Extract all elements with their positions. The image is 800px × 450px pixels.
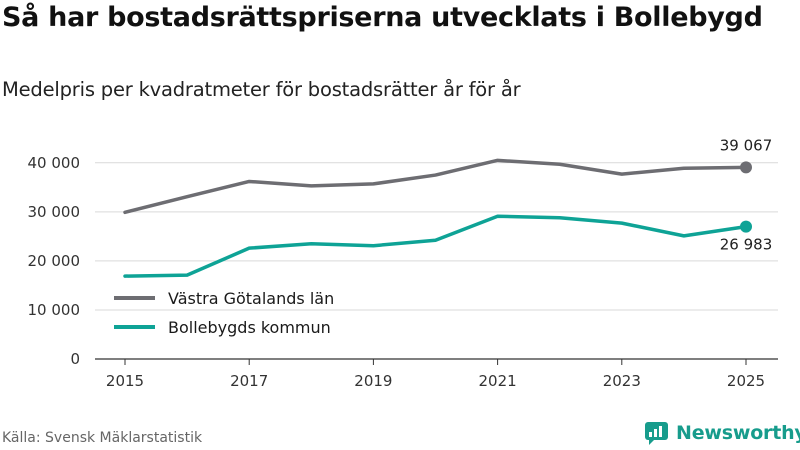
x-tick-label: 2021 bbox=[479, 372, 517, 390]
y-tick-label: 10 000 bbox=[28, 301, 81, 319]
series-end-marker bbox=[740, 161, 752, 174]
chart-subtitle: Medelpris per kvadratmeter för bostadsrä… bbox=[2, 78, 521, 101]
x-tick-label: 2017 bbox=[230, 372, 268, 390]
y-tick-label: 20 000 bbox=[28, 252, 81, 270]
line-chart: 0 10 000 20 000 30 000 40 000 2015 2017 2019 202… bbox=[28, 136, 778, 390]
x-tick-label: 2015 bbox=[106, 372, 144, 390]
series-end-label: 39 067 bbox=[720, 136, 773, 154]
legend-label-vastra-gotaland: Västra Götalands län bbox=[168, 289, 334, 308]
brand-logo: Newsworthy bbox=[644, 420, 800, 446]
series-end-label: 26 983 bbox=[720, 236, 773, 254]
x-tick-label: 2023 bbox=[603, 372, 641, 390]
series-line-vastra-gotaland bbox=[123, 158, 748, 215]
series-end-marker bbox=[740, 220, 752, 233]
y-tick-label: 40 000 bbox=[28, 154, 81, 172]
x-tick-label: 2019 bbox=[354, 372, 392, 390]
y-tick-label: 30 000 bbox=[28, 203, 81, 221]
newsworthy-logo-icon bbox=[645, 422, 668, 445]
legend: Västra Götalands län Bollebygds kommun bbox=[114, 289, 334, 337]
legend-label-bollebygd: Bollebygds kommun bbox=[168, 318, 331, 337]
y-tick-label: 0 bbox=[70, 350, 80, 368]
source-note: Källa: Svensk Mäklarstatistik bbox=[2, 430, 203, 446]
series-line-bollebygd bbox=[123, 214, 748, 278]
chart-title: Så har bostadsrättspriserna utvecklats i… bbox=[2, 2, 763, 33]
x-tick-label: 2025 bbox=[727, 372, 765, 390]
brand-name: Newsworthy bbox=[676, 422, 800, 444]
